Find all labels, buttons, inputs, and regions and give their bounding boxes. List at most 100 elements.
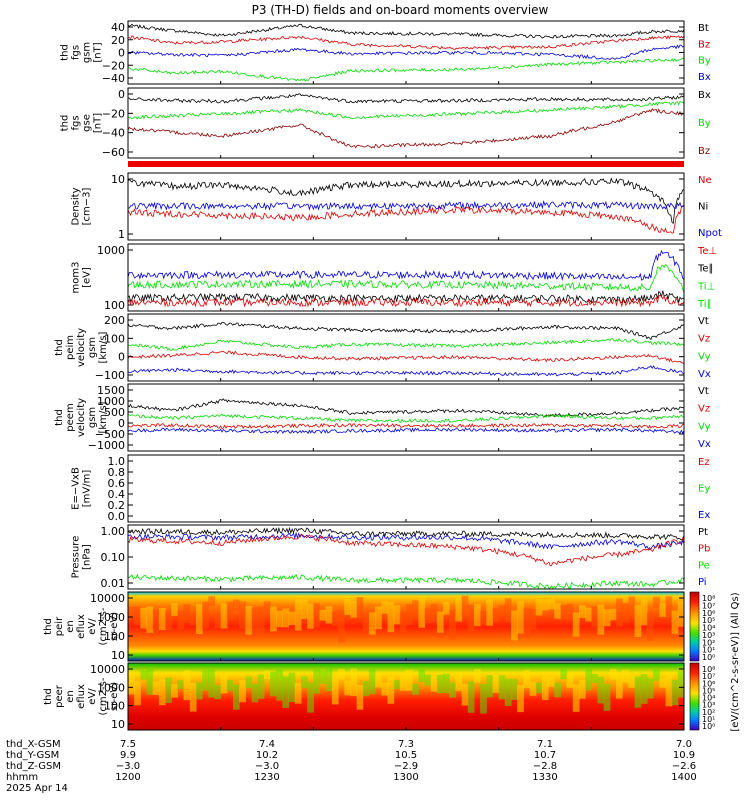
spectrogram-strip	[646, 678, 654, 699]
spectrogram-strip	[659, 678, 666, 688]
date-label: 2025 Apr 14	[6, 783, 68, 794]
y-axis-label: thd	[43, 688, 54, 705]
legend-entry: Pt	[698, 527, 708, 538]
y-tick-label: 10	[111, 173, 125, 186]
series-line-Bx	[127, 93, 685, 104]
y-axis-label: peer	[54, 684, 65, 708]
legend-entry: Vz	[698, 334, 710, 345]
spectrogram-strip	[609, 668, 617, 680]
spectrogram-strip	[165, 610, 172, 631]
legend-entry: Te∥	[697, 264, 714, 275]
spectrogram-strip	[443, 673, 450, 694]
spectrogram-strip	[276, 669, 283, 701]
spectrogram-strip	[152, 609, 160, 632]
y-axis-label: [cm−3]	[82, 188, 93, 226]
spectrogram-strip	[146, 606, 154, 633]
y-tick-label: −100	[95, 369, 125, 382]
spectrogram-strip	[603, 684, 611, 711]
panel-fgs_gse: 0 −20 −40 −60 thd fgs gse [nT] Bx By Bz	[60, 87, 711, 159]
spectrogram-strip	[677, 601, 685, 627]
spectrogram-strip	[196, 604, 203, 634]
spectrogram-strip	[307, 603, 314, 629]
y-axis-label: peem	[65, 403, 76, 431]
x-tick-label: 1300	[393, 772, 418, 783]
spectrogram-strip	[443, 601, 450, 615]
y-tick-label: 0.4	[108, 488, 126, 501]
y-tick-label: −60	[102, 146, 125, 159]
series-line-Vt	[127, 398, 685, 418]
spectrogram-strip	[399, 611, 407, 633]
spectrogram-strip	[659, 603, 666, 617]
quality-bar	[128, 161, 684, 167]
spectrogram-strip	[276, 610, 283, 628]
series-line-Npot	[127, 199, 685, 211]
panel-peer_en_eflux: 10000 1000 100 10 thd peer en eflux eV/(cm2-s-sr…	[43, 662, 685, 731]
y-axis-label: E=−VxB	[71, 467, 82, 510]
spectrogram-strip	[591, 673, 598, 683]
y-tick-label: 1000	[97, 244, 125, 257]
spectrogram-strip	[313, 603, 320, 628]
spectrogram-strip	[511, 610, 518, 641]
spectrogram-strip	[492, 608, 500, 623]
spectrogram-strip	[214, 612, 222, 628]
y-tick-label: 0	[118, 417, 125, 430]
y-axis-label: peir	[54, 616, 65, 636]
spectrogram-strip	[665, 596, 673, 618]
spectrogram-strip	[158, 679, 166, 706]
spectrogram-strip	[325, 668, 333, 692]
spectrogram-strip	[344, 680, 351, 696]
spectrogram-strip	[406, 669, 413, 691]
x-tick-label: 1400	[671, 772, 696, 783]
spectrogram-strip	[325, 606, 333, 624]
spectrogram-strip	[628, 675, 636, 688]
spectrogram-strip	[245, 676, 253, 689]
y-tick-label: 40	[111, 21, 125, 34]
spectrogram-strip	[579, 679, 586, 699]
series-line-Vz	[127, 422, 685, 429]
spectrogram-strip	[591, 606, 598, 628]
spectrogram-strip	[165, 677, 172, 703]
spectrogram-strip	[381, 601, 388, 614]
colorbar-tick-label: 10²	[702, 638, 715, 647]
series-line-Vy	[127, 413, 685, 423]
x-axis-labels: thd_X-GSM 7.5 7.4 7.3 7.1 7.0 thd_Y-GSM 9.9 10.2…	[6, 739, 697, 794]
y-tick-label: 0	[118, 88, 125, 101]
spectrogram-strip	[183, 604, 191, 623]
x-tick-label: 7.5	[120, 739, 136, 750]
x-tick-label: −2.9	[394, 761, 418, 772]
spectrogram-strip	[430, 604, 438, 623]
y-axis-label: [nT]	[93, 42, 104, 62]
colorbar-tick-label: 10⁴	[702, 694, 715, 703]
colorbar-tick-label: 10⁶	[702, 609, 715, 618]
spectrogram-strip	[498, 605, 506, 617]
y-tick-label: 1000	[97, 611, 125, 624]
spectrogram-strip	[313, 669, 320, 694]
spectrogram-strip	[461, 683, 469, 706]
spectrogram-strip	[566, 603, 574, 621]
spectrogram-strip	[202, 601, 209, 629]
colorbar-tick-label: 10⁸	[702, 594, 715, 603]
legend-entry: Ez	[698, 457, 710, 468]
y-tick-label: 100	[104, 630, 125, 643]
spectrogram-strip	[356, 684, 364, 710]
spectrogram-strip	[554, 603, 561, 619]
spectrogram-strip	[171, 603, 178, 616]
x-tick-label: −2.8	[533, 761, 557, 772]
x-tick-label: 10.9	[673, 750, 695, 761]
y-axis-label: fgs	[71, 45, 82, 60]
spectrogram-strip	[331, 611, 339, 626]
series-line-Bx	[127, 44, 685, 61]
spectrogram-strip	[560, 668, 568, 680]
spectrogram-strip	[226, 679, 234, 692]
spectrogram-strip	[344, 596, 351, 615]
spectrogram-strip	[665, 675, 673, 707]
spectrogram-strip	[603, 609, 611, 627]
spectrogram-strip	[677, 671, 685, 698]
legend-entry: Vz	[698, 404, 710, 415]
spectrogram-strip	[263, 670, 271, 679]
spectrogram-strip	[375, 606, 382, 630]
spectrogram-strip	[486, 675, 493, 698]
spectrogram-strip	[393, 680, 401, 689]
spectrogram-strip	[560, 605, 568, 620]
y-tick-label: 10	[111, 649, 125, 662]
